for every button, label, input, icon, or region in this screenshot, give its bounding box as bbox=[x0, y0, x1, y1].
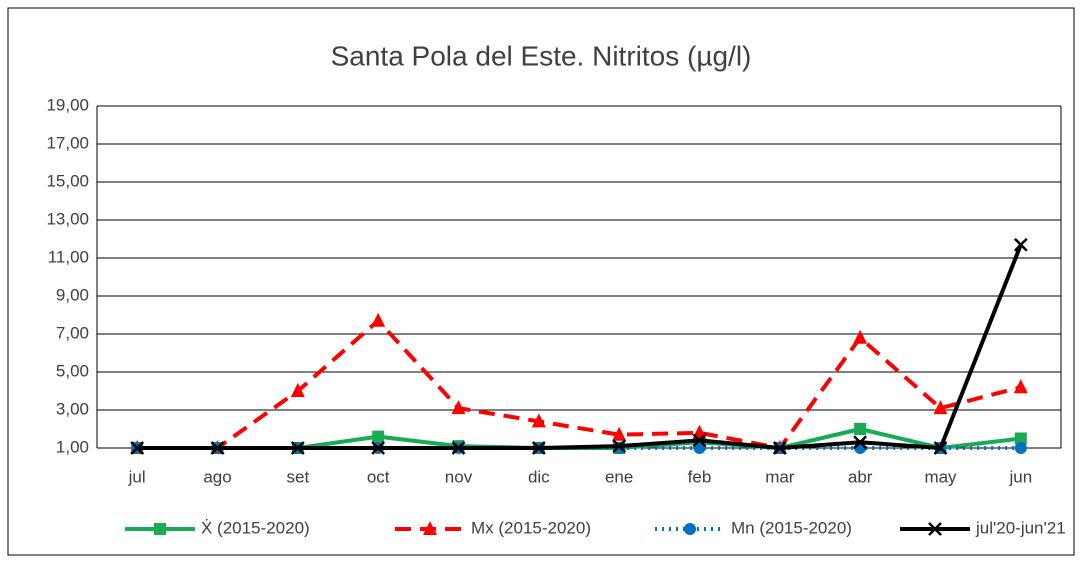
data-point bbox=[371, 312, 386, 327]
data-point bbox=[933, 400, 948, 415]
data-point bbox=[372, 430, 385, 443]
y-tick-label: 1,00 bbox=[56, 437, 89, 456]
data-point bbox=[451, 441, 466, 455]
x-tick-label: ene bbox=[605, 467, 633, 486]
data-point bbox=[371, 441, 386, 455]
legend-label: Ẋ (2015-2020) bbox=[201, 518, 310, 537]
x-tick-label: jun bbox=[1008, 467, 1032, 486]
y-tick-label: 9,00 bbox=[56, 285, 89, 304]
x-tick-label: nov bbox=[445, 467, 473, 486]
x-tick-label: jul bbox=[128, 467, 146, 486]
data-point bbox=[853, 329, 868, 344]
x-tick-label: mar bbox=[765, 467, 795, 486]
series bbox=[130, 237, 1028, 455]
y-tick-label: 19,00 bbox=[46, 95, 89, 114]
x-tick-label: abr bbox=[848, 467, 873, 486]
y-tick-label: 7,00 bbox=[56, 323, 89, 342]
x-tick-label: ago bbox=[203, 467, 231, 486]
data-point bbox=[853, 435, 868, 450]
data-point bbox=[1013, 379, 1028, 394]
legend-label: jul'20-jun'21 bbox=[975, 518, 1066, 537]
y-tick-label: 17,00 bbox=[46, 133, 89, 152]
data-point bbox=[612, 426, 627, 441]
legend-label: Mn (2015-2020) bbox=[731, 518, 852, 537]
data-point bbox=[290, 383, 305, 397]
legend-marker bbox=[684, 523, 696, 535]
data-point bbox=[1014, 432, 1027, 445]
data-point bbox=[854, 423, 867, 435]
legend-marker bbox=[928, 522, 942, 536]
data-point bbox=[210, 441, 225, 455]
x-tick-label: dic bbox=[528, 467, 550, 486]
chart-title: Santa Pola del Este. Nitritos (µg/l) bbox=[331, 40, 752, 71]
series-line bbox=[137, 318, 1022, 450]
data-point bbox=[531, 413, 546, 428]
y-tick-label: 11,00 bbox=[48, 247, 89, 266]
data-point bbox=[692, 433, 707, 448]
y-tick-label: 3,00 bbox=[56, 399, 89, 418]
data-point bbox=[1013, 237, 1028, 252]
series-line bbox=[137, 243, 1023, 450]
data-point bbox=[772, 441, 787, 455]
data-point bbox=[290, 441, 305, 455]
x-tick-label: feb bbox=[688, 467, 712, 486]
data-point bbox=[612, 439, 627, 453]
data-point bbox=[451, 400, 466, 415]
x-tick-label: oct bbox=[367, 467, 390, 486]
data-point bbox=[130, 441, 145, 455]
y-tick-label: 5,00 bbox=[56, 361, 89, 380]
legend-label: Mx (2015-2020) bbox=[471, 518, 591, 537]
legend-marker bbox=[154, 523, 166, 535]
y-tick-label: 15,00 bbox=[46, 171, 89, 190]
chart-border bbox=[7, 7, 1075, 556]
legend-marker bbox=[423, 521, 437, 535]
data-point bbox=[933, 441, 948, 455]
x-tick-label: may bbox=[924, 467, 957, 486]
y-tick-label: 13,00 bbox=[46, 209, 89, 228]
data-point bbox=[1014, 442, 1027, 454]
x-tick-label: set bbox=[286, 467, 309, 486]
data-point bbox=[531, 441, 546, 455]
